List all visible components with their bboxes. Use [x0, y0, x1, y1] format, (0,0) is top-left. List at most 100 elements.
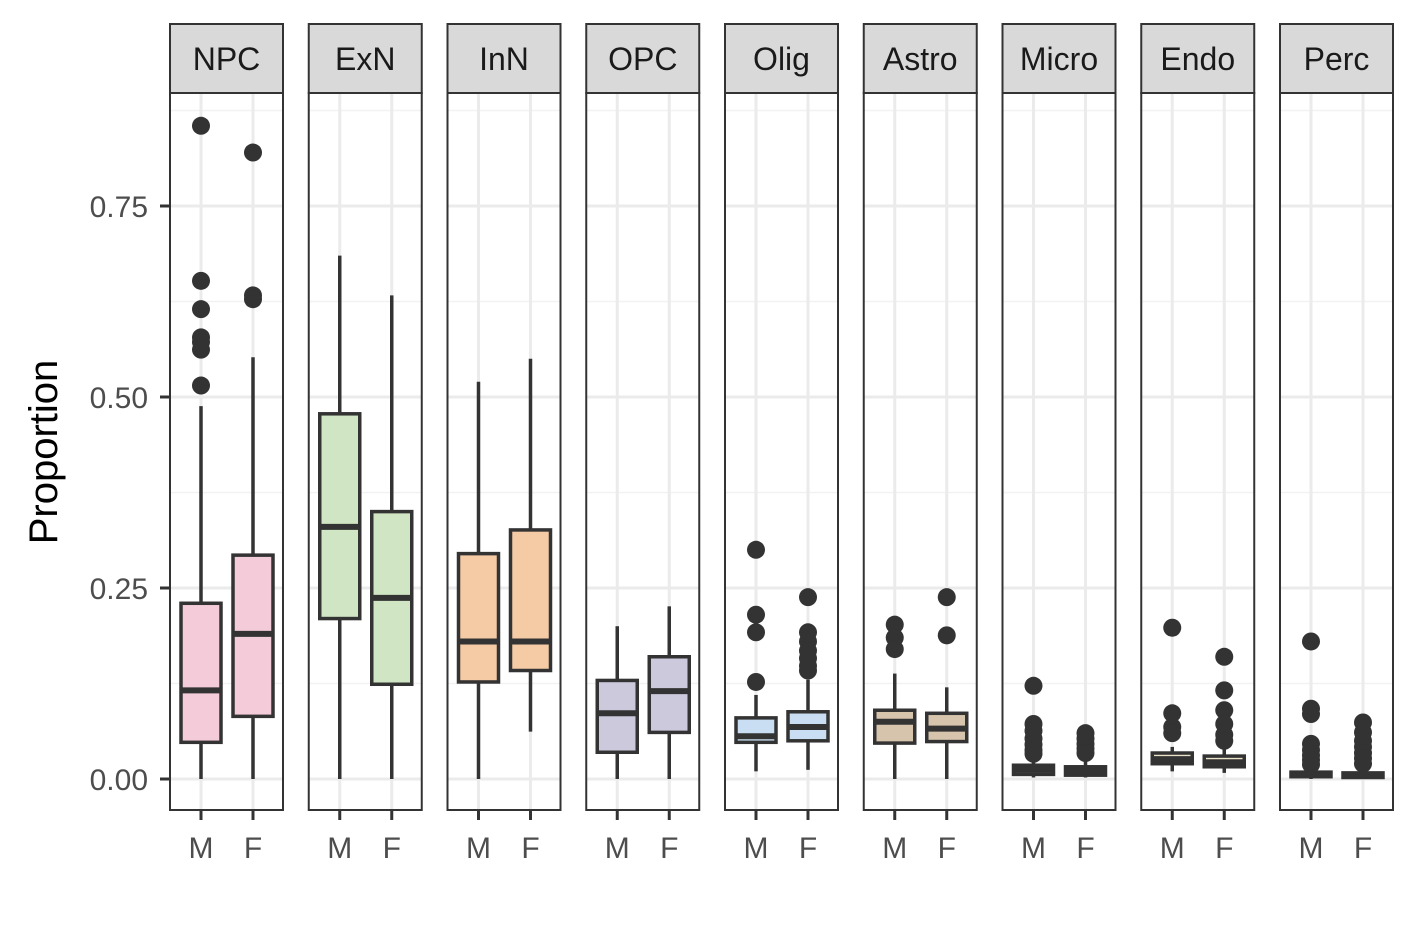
box-iqr — [595, 678, 639, 755]
box-iqr — [508, 528, 553, 673]
x-tick-label: M — [882, 832, 907, 865]
outlier-point — [192, 340, 210, 359]
facet-strip — [169, 23, 284, 94]
facet-panel-inn: InN M F — [446, 23, 562, 865]
x-tick-label: F — [521, 832, 539, 865]
outlier-point — [192, 116, 210, 135]
outlier-point — [799, 588, 817, 607]
panel-background — [1141, 93, 1255, 810]
outlier-point — [1215, 681, 1234, 700]
outlier-point — [192, 376, 210, 395]
outlier-point — [192, 300, 210, 319]
facet-panel-exn: ExN M F — [307, 23, 423, 865]
box-endo-f — [1202, 647, 1246, 773]
x-tick-label: M — [744, 832, 769, 865]
box-iqr — [318, 412, 362, 621]
outlier-point — [192, 271, 210, 290]
outlier-point — [747, 672, 765, 691]
box-endo-m — [1150, 618, 1194, 772]
outlier-point — [885, 615, 904, 634]
outlier-point — [1302, 755, 1320, 774]
box-perc-f — [1341, 713, 1385, 780]
box-exn-m — [318, 255, 362, 779]
facet-panel-perc: Perc M F — [1279, 23, 1394, 865]
outlier-point — [747, 623, 765, 642]
facet-panel-micro: Micro M F — [1001, 23, 1117, 865]
panel-background — [863, 93, 977, 810]
x-tick-label: M — [1299, 832, 1324, 865]
outlier-point — [1024, 744, 1043, 763]
box-npc-m — [179, 116, 223, 779]
outlier-point — [1302, 632, 1320, 651]
x-tick-label: M — [189, 832, 214, 865]
box-iqr — [647, 655, 691, 735]
facet-panel-opc: OPC M F — [585, 23, 701, 865]
box-perc-m — [1289, 632, 1333, 779]
outlier-point — [1076, 744, 1095, 763]
facet-strip-label: Perc — [1304, 41, 1370, 77]
y-tick-label: 0.50 — [90, 382, 148, 415]
y-tick-label: 0.00 — [90, 764, 148, 797]
facet-strip — [585, 23, 701, 94]
outlier-point — [1163, 704, 1182, 723]
box-astro-f — [925, 588, 969, 779]
outlier-point — [1215, 701, 1234, 720]
x-tick-label: M — [1021, 832, 1046, 865]
facet-strip-label: ExN — [335, 41, 395, 77]
outlier-point — [1302, 705, 1320, 724]
outlier-point — [1024, 676, 1043, 695]
x-tick-label: M — [605, 832, 630, 865]
x-tick-label: F — [660, 832, 678, 865]
facet-strip — [446, 23, 562, 94]
panel-background — [725, 93, 838, 810]
box-micro-f — [1063, 724, 1108, 778]
outlier-point — [937, 588, 956, 607]
outlier-point — [1163, 618, 1182, 637]
facet-panel-olig: Olig M F — [724, 23, 839, 865]
y-axis-title: Proportion — [22, 360, 66, 545]
x-tick-label: M — [327, 832, 352, 865]
x-tick-label: F — [938, 832, 956, 865]
outlier-point — [1354, 754, 1372, 773]
y-tick-label: 0.25 — [90, 573, 148, 606]
box-opc-m — [595, 626, 639, 779]
outlier-point — [244, 143, 262, 162]
y-tick-label: 0.75 — [90, 191, 148, 224]
outlier-point — [747, 605, 765, 624]
facet-strip — [1140, 23, 1256, 94]
x-tick-label: M — [466, 832, 491, 865]
facet-strip-label: Olig — [753, 41, 810, 77]
panel-background — [447, 93, 561, 810]
panel-background — [1002, 93, 1116, 810]
box-opc-f — [647, 606, 691, 779]
facet-strip — [1279, 23, 1394, 94]
facet-panel-endo: Endo M F — [1140, 23, 1256, 865]
x-tick-label: F — [799, 832, 817, 865]
x-tick-label: F — [1354, 832, 1372, 865]
box-micro-m — [1011, 676, 1056, 778]
box-iqr — [873, 708, 917, 745]
x-tick-label: F — [383, 832, 401, 865]
facet-strip-label: NPC — [193, 41, 261, 77]
facet-strip-label: OPC — [608, 41, 677, 77]
box-npc-f — [231, 143, 275, 779]
facet-strip — [862, 23, 978, 94]
outlier-point — [885, 640, 904, 659]
facet-panel-npc: NPC M F — [169, 23, 284, 865]
box-astro-m — [873, 615, 917, 779]
box-inn-m — [456, 381, 501, 779]
outlier-point — [937, 626, 956, 645]
x-tick-label: F — [1215, 832, 1233, 865]
facet-strip-label: InN — [479, 41, 529, 77]
box-iqr — [179, 601, 223, 745]
facet-strip-label: Astro — [883, 41, 958, 77]
box-iqr — [456, 551, 501, 684]
x-tick-label: F — [244, 832, 262, 865]
outlier-point — [1215, 731, 1234, 750]
outlier-point — [1215, 647, 1234, 666]
facet-panel-astro: Astro M F — [862, 23, 978, 865]
box-exn-f — [370, 295, 414, 779]
facet-strip — [724, 23, 839, 94]
